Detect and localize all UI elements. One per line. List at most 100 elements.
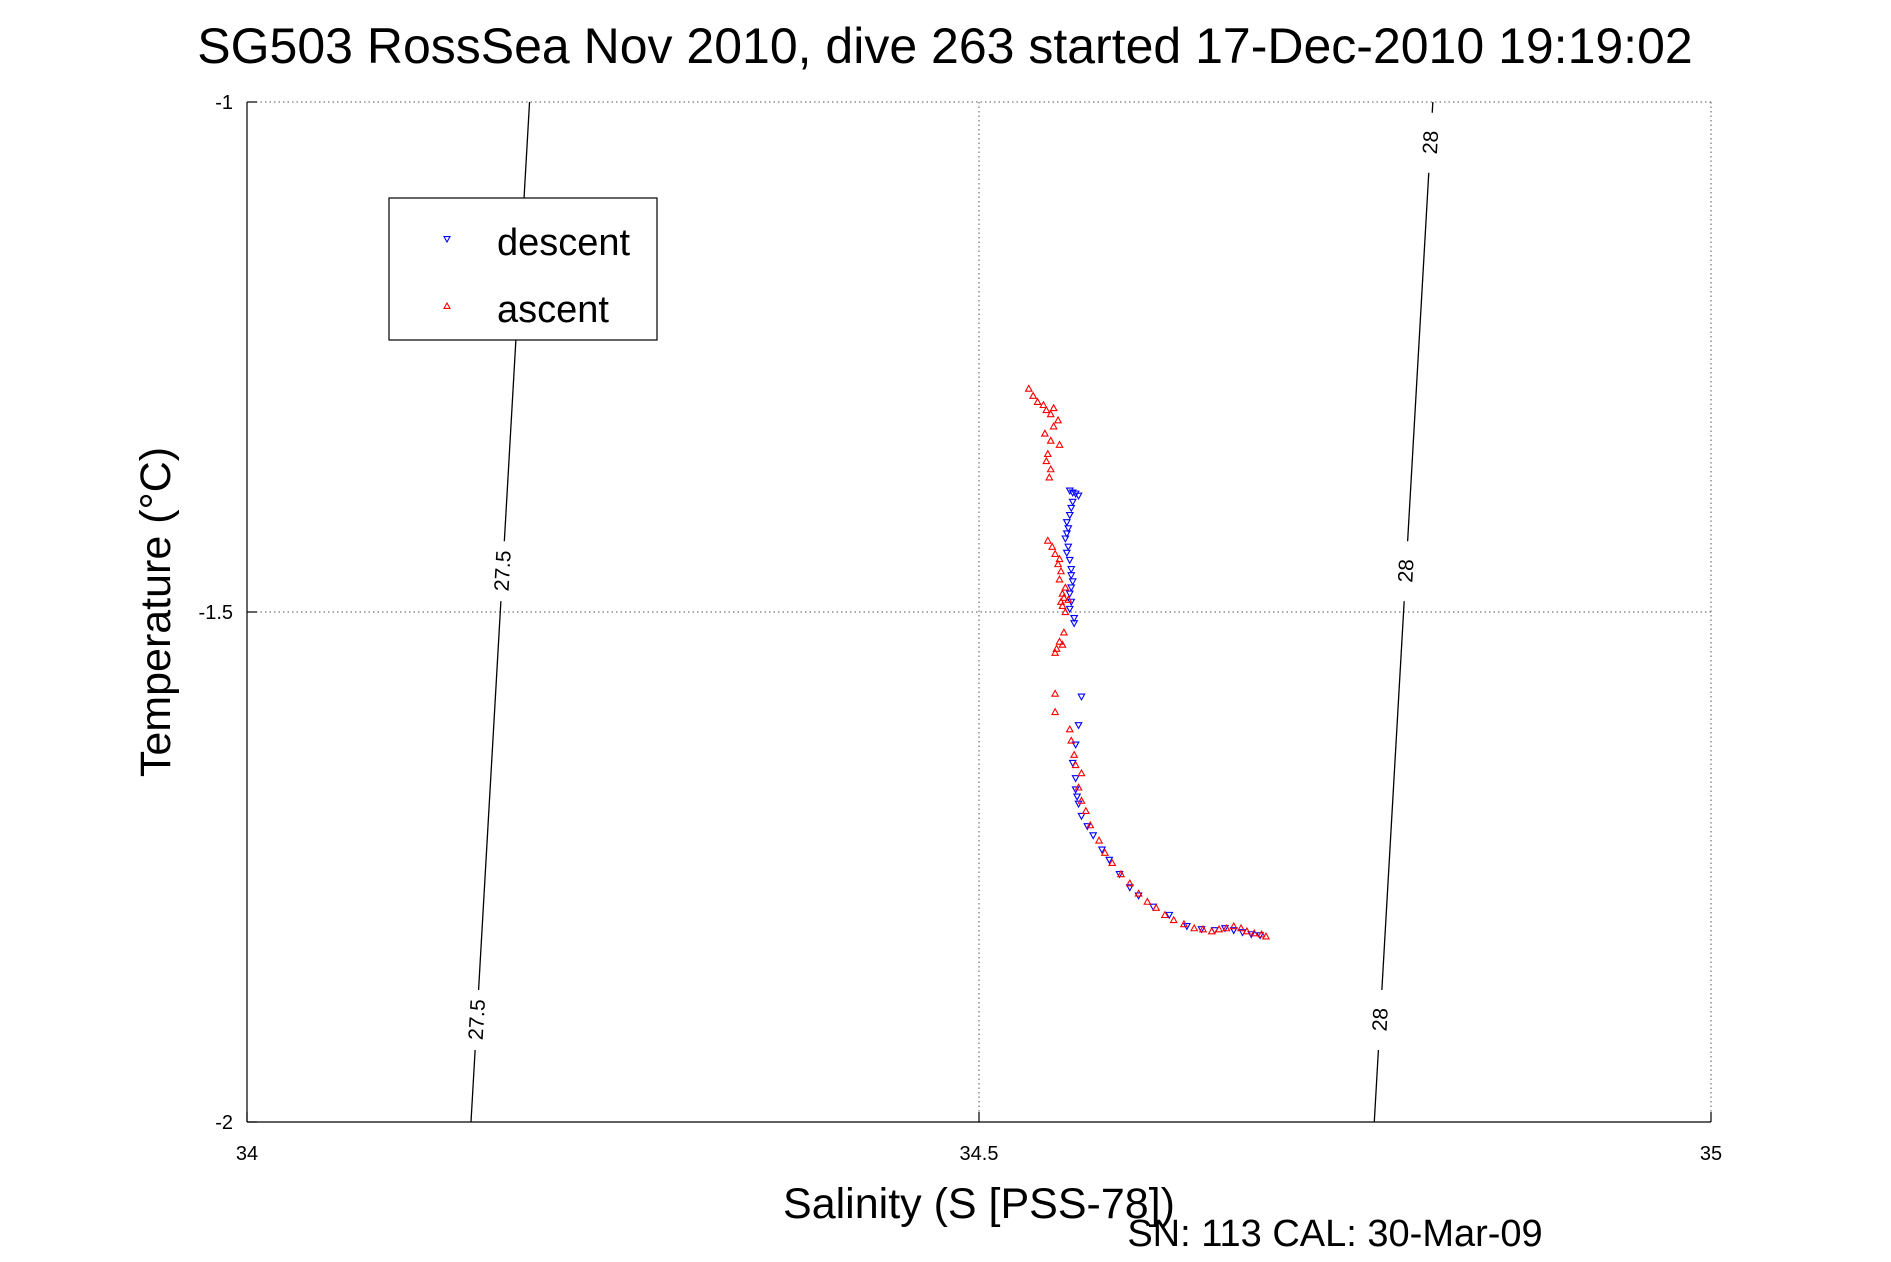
ascent-point-28 — [1058, 601, 1067, 609]
ascent-point-16 — [1043, 536, 1052, 544]
ascent-point-43 — [1077, 796, 1086, 804]
descent-point-5 — [1067, 504, 1076, 513]
descent-point-2 — [1071, 490, 1080, 499]
x-tick-label-1: 34.5 — [960, 1143, 999, 1165]
descent-point-6 — [1065, 511, 1074, 520]
ascent-point-36 — [1050, 707, 1060, 716]
axis-ticks: 34 34.5 35 -2 -1.5 -1 — [199, 92, 1723, 1165]
ascent-point-20 — [1053, 559, 1063, 568]
ascent-point-59 — [1207, 926, 1216, 935]
ascent-point-48 — [1108, 858, 1117, 867]
ascent-point-14 — [1046, 464, 1055, 473]
ascent-point-18 — [1050, 549, 1060, 557]
ascent-point-7 — [1053, 415, 1063, 424]
x-axis-label: Salinity (S [PSS-78]) — [783, 1180, 1175, 1228]
ascent-point-62 — [1229, 921, 1238, 930]
descent-point-29 — [1072, 793, 1082, 801]
ascent-point-37 — [1065, 724, 1074, 733]
isopycnal-label-bg-1-0 — [1418, 112, 1443, 173]
ascent-point-6 — [1049, 403, 1058, 412]
legend-marker-ascent — [443, 301, 451, 309]
ascent-point-65 — [1250, 928, 1259, 937]
isopycnal-label-bg-0-1 — [464, 990, 489, 1050]
descent-point-31 — [1077, 812, 1086, 821]
ascent-point-8 — [1049, 422, 1058, 430]
descent-point-44 — [1220, 925, 1230, 933]
ascent-point-60 — [1214, 924, 1224, 933]
descent-point-0 — [1065, 487, 1074, 495]
isopycnal-label-0-1: 27.5 — [465, 999, 490, 1041]
legend-marker-descent — [443, 236, 451, 244]
descent-point-16 — [1068, 578, 1077, 586]
ascent-point-45 — [1086, 820, 1095, 829]
ascent-point-66 — [1257, 929, 1266, 938]
descent-point-9 — [1062, 530, 1071, 538]
x-tick-label-2: 35 — [1700, 1143, 1722, 1165]
descent-point-20 — [1065, 605, 1074, 614]
ascent-point-11 — [1055, 440, 1064, 448]
isopycnal-label-0-0: 27.5 — [490, 550, 515, 592]
isopycnal-label-1-1: 28 — [1394, 559, 1418, 584]
ascent-point-67 — [1261, 932, 1271, 940]
isopycnal-label-1-2: 28 — [1368, 1007, 1392, 1032]
descent-point-13 — [1065, 556, 1074, 565]
descent-point-10 — [1061, 535, 1070, 543]
legend-items: descent ascent — [443, 222, 631, 331]
ascent-point-47 — [1100, 848, 1110, 856]
ascent-point-22 — [1055, 575, 1064, 583]
ascent-point-55 — [1169, 915, 1178, 924]
legend-box — [388, 197, 658, 341]
legend: descent ascent — [388, 197, 658, 341]
ascent-point-44 — [1081, 806, 1091, 815]
isopycnal-label-bg-1-1 — [1393, 541, 1418, 602]
descent-point-34 — [1097, 846, 1107, 854]
ascent-point-63 — [1236, 923, 1246, 932]
ascent-point-40 — [1071, 760, 1080, 769]
ascent-point-17 — [1048, 542, 1057, 550]
x-tick-label-0: 34 — [236, 1143, 258, 1165]
descent-point-27 — [1071, 775, 1080, 783]
ascent-point-46 — [1094, 836, 1104, 844]
data-points — [1024, 384, 1271, 940]
descent-point-30 — [1074, 800, 1083, 809]
ascent-point-19 — [1055, 554, 1064, 563]
ascent-point-32 — [1058, 640, 1067, 648]
ascent-point-41 — [1077, 768, 1086, 777]
descent-point-45 — [1229, 927, 1238, 935]
descent-point-7 — [1062, 519, 1071, 527]
ascent-point-9 — [1040, 429, 1050, 437]
ascent-point-64 — [1242, 926, 1252, 935]
ascent-point-54 — [1160, 910, 1170, 919]
ascent-point-39 — [1070, 750, 1079, 758]
ascent-point-25 — [1059, 593, 1069, 601]
descent-point-35 — [1105, 856, 1114, 865]
descent-point-33 — [1089, 832, 1098, 840]
ascent-point-29 — [1061, 607, 1070, 616]
ascent-point-0 — [1024, 384, 1033, 392]
isopycnal-label-1-0: 28 — [1419, 130, 1443, 155]
descent-point-14 — [1067, 566, 1076, 574]
ascent-point-21 — [1056, 566, 1066, 575]
ascent-point-23 — [1061, 583, 1070, 591]
descent-point-17 — [1067, 584, 1076, 592]
descent-point-11 — [1064, 543, 1073, 552]
descent-point-23 — [1077, 693, 1086, 701]
ascent-point-13 — [1042, 456, 1051, 465]
y-tick-label-1: -1.5 — [199, 602, 233, 624]
ascent-point-49 — [1116, 869, 1126, 878]
ascent-point-42 — [1074, 783, 1083, 791]
ascent-point-57 — [1190, 923, 1199, 932]
descent-point-42 — [1197, 926, 1206, 934]
chart-title: SG503 RossSea Nov 2010, dive 263 started… — [197, 18, 1692, 74]
y-axis-label: Temperature (°C) — [132, 447, 180, 777]
legend-label-descent: descent — [497, 222, 631, 264]
descent-point-22 — [1070, 620, 1079, 628]
ascent-point-10 — [1046, 436, 1055, 444]
ascent-point-27 — [1064, 595, 1073, 603]
descent-point-47 — [1247, 931, 1256, 939]
descent-point-36 — [1115, 871, 1124, 879]
ascent-point-4 — [1042, 405, 1051, 414]
ascent-point-1 — [1029, 391, 1038, 399]
ascent-point-51 — [1134, 889, 1143, 897]
